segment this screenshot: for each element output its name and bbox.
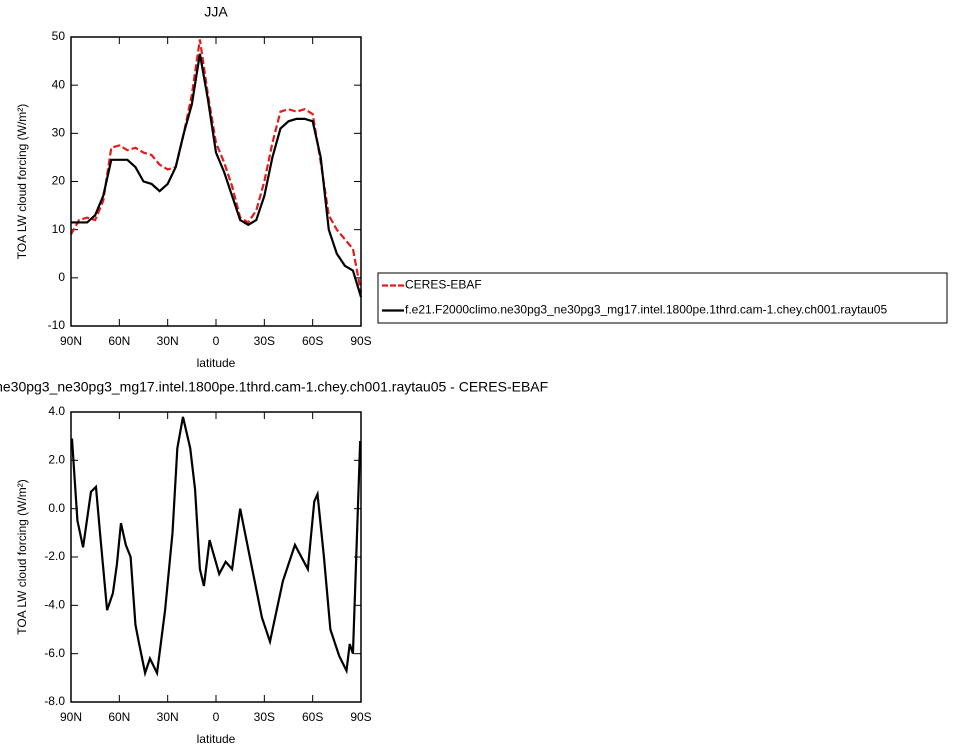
y-tick-label: 2.0 <box>48 453 65 467</box>
x-axis-label: latitude <box>197 356 236 370</box>
x-tick-label: 60N <box>108 334 130 348</box>
x-tick-label: 60S <box>302 710 323 724</box>
y-tick-label: 40 <box>52 77 66 91</box>
y-tick-label: 4.0 <box>48 404 65 418</box>
plot: f.e21.F2000climo.ne30pg3_ne30pg3_mg17.in… <box>0 379 548 746</box>
x-tick-label: 90S <box>350 710 371 724</box>
chart-title: f.e21.F2000climo.ne30pg3_ne30pg3_mg17.in… <box>0 379 548 395</box>
y-tick-label: 20 <box>52 174 66 188</box>
y-tick-label: -4.0 <box>44 598 65 612</box>
plot-frame <box>70 411 362 703</box>
x-tick-label: 30N <box>157 710 179 724</box>
x-tick-label: 60N <box>108 710 130 724</box>
x-tick-label: 30S <box>254 334 275 348</box>
chart-title: JJA <box>204 4 228 20</box>
y-axis-label: TOA LW cloud forcing (W/m²) <box>15 479 29 635</box>
series-line <box>70 39 363 293</box>
y-tick-label: 0 <box>58 270 65 284</box>
x-tick-label: 90N <box>60 710 82 724</box>
y-tick-label: 30 <box>52 126 66 140</box>
series-line <box>71 53 363 298</box>
legend-label: f.e21.F2000climo.ne30pg3_ne30pg3_mg17.in… <box>405 303 887 317</box>
y-tick-label: -10 <box>48 318 66 332</box>
plot-frame <box>70 36 362 327</box>
y-tick-label: 0.0 <box>48 501 65 515</box>
legend-label: CERES-EBAF <box>405 278 482 292</box>
legend-box <box>377 272 948 324</box>
y-axis-label: TOA LW cloud forcing (W/m²) <box>15 104 29 260</box>
x-tick-label: 30S <box>254 710 275 724</box>
y-tick-label: -2.0 <box>44 549 65 563</box>
x-tick-label: 0 <box>213 334 220 348</box>
plot: JJA latitude TOA LW cloud forcing (W/m²) -1… <box>15 4 372 370</box>
x-tick-label: 90N <box>60 334 82 348</box>
y-tick-label: -8.0 <box>44 694 65 708</box>
x-tick-label: 90S <box>350 334 371 348</box>
x-tick-label: 0 <box>213 710 220 724</box>
y-tick-label: 10 <box>52 222 66 236</box>
x-tick-label: 60S <box>302 334 323 348</box>
legend: CERES-EBAF f.e21.F2000climo.ne30pg3_ne30p… <box>377 272 948 324</box>
series-line <box>70 416 362 678</box>
y-tick-label: -6.0 <box>44 646 65 660</box>
y-tick-label: 50 <box>52 29 66 43</box>
x-tick-label: 30N <box>157 334 179 348</box>
x-axis-label: latitude <box>197 732 236 746</box>
